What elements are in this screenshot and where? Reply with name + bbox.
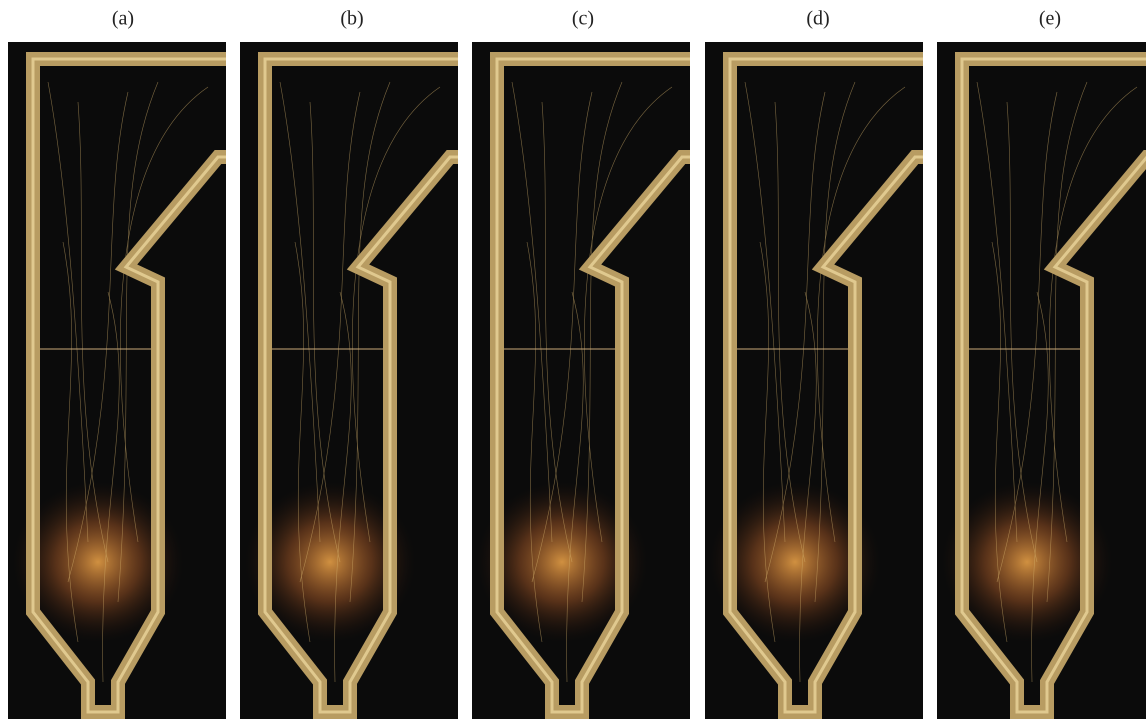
figure: (a) (b) (c) (d) (e) [0,0,1146,719]
panel [937,42,1146,719]
panel [705,42,923,719]
panel-label: (b) [340,8,363,30]
panel [8,42,226,719]
panel-label: (d) [806,8,829,30]
panel [472,42,690,719]
panel [240,42,458,719]
page: (a) (b) (c) (d) (e) (() => { const data … [0,0,1146,719]
panel-label: (a) [112,8,134,30]
panel-label: (c) [572,8,594,30]
panel-label: (e) [1039,8,1061,30]
